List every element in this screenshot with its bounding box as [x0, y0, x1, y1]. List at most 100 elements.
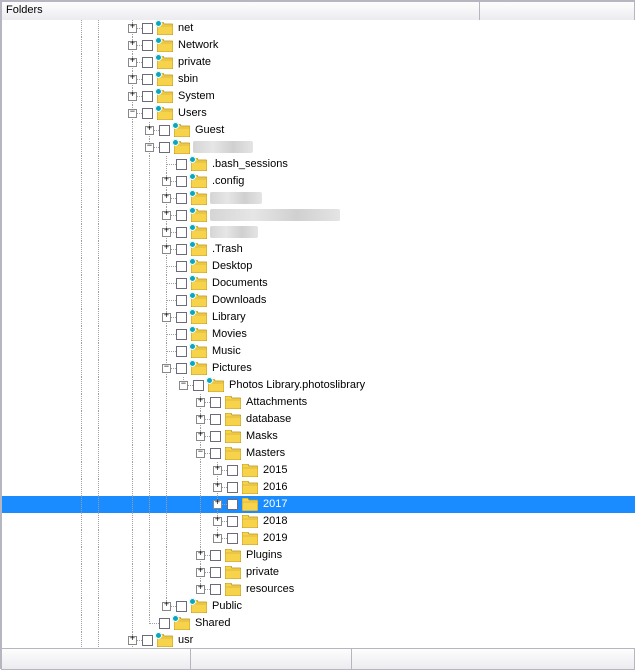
tree-checkbox[interactable] — [159, 125, 170, 136]
tree-checkbox[interactable] — [159, 142, 170, 153]
tree-row[interactable]: database — [2, 411, 635, 428]
expander-icon[interactable] — [196, 432, 205, 441]
expander-icon[interactable] — [213, 517, 222, 526]
tree-row[interactable]: net — [2, 20, 635, 37]
tree-checkbox[interactable] — [176, 176, 187, 187]
tree-row[interactable]: Library — [2, 309, 635, 326]
tree-row[interactable]: Plugins — [2, 547, 635, 564]
expander-icon[interactable] — [162, 602, 171, 611]
tree-row[interactable] — [2, 139, 635, 156]
expander-icon[interactable] — [196, 585, 205, 594]
tree-row[interactable] — [2, 224, 635, 241]
tree-checkbox[interactable] — [227, 499, 238, 510]
tree-row[interactable]: private — [2, 54, 635, 71]
expander-icon[interactable] — [196, 449, 205, 458]
tree-checkbox[interactable] — [142, 74, 153, 85]
tree-checkbox[interactable] — [210, 414, 221, 425]
tree-row[interactable]: 2016 — [2, 479, 635, 496]
tree-row[interactable]: usr — [2, 632, 635, 649]
tree-checkbox[interactable] — [176, 363, 187, 374]
expander-icon[interactable] — [128, 636, 137, 645]
tree-row[interactable]: 2015 — [2, 462, 635, 479]
tree-checkbox[interactable] — [210, 567, 221, 578]
tree-row[interactable]: .Trash — [2, 241, 635, 258]
tree-checkbox[interactable] — [176, 278, 187, 289]
tree-row[interactable]: Shared — [2, 615, 635, 632]
expander-icon[interactable] — [145, 126, 154, 135]
tree-checkbox[interactable] — [176, 244, 187, 255]
expander-icon[interactable] — [213, 483, 222, 492]
tree-checkbox[interactable] — [193, 380, 204, 391]
tree-checkbox[interactable] — [176, 227, 187, 238]
tree-checkbox[interactable] — [227, 465, 238, 476]
tree-checkbox[interactable] — [142, 108, 153, 119]
header-folders[interactable]: Folders — [2, 2, 480, 20]
tree-checkbox[interactable] — [210, 448, 221, 459]
expander-icon[interactable] — [162, 194, 171, 203]
expander-icon[interactable] — [162, 228, 171, 237]
tree-checkbox[interactable] — [176, 312, 187, 323]
tree-checkbox[interactable] — [142, 91, 153, 102]
tree-row[interactable] — [2, 190, 635, 207]
tree-row[interactable]: 2019 — [2, 530, 635, 547]
tree-checkbox[interactable] — [176, 346, 187, 357]
tree-row[interactable]: Photos Library.photoslibrary — [2, 377, 635, 394]
tree-checkbox[interactable] — [159, 618, 170, 629]
expander-icon[interactable] — [179, 381, 188, 390]
tree-checkbox[interactable] — [176, 210, 187, 221]
expander-icon[interactable] — [196, 398, 205, 407]
tree-row[interactable]: Music — [2, 343, 635, 360]
tree-row[interactable]: Guest — [2, 122, 635, 139]
expander-icon[interactable] — [128, 24, 137, 33]
tree-row[interactable]: sbin — [2, 71, 635, 88]
tree-row[interactable] — [2, 207, 635, 224]
tree-row[interactable]: private — [2, 564, 635, 581]
expander-icon[interactable] — [196, 551, 205, 560]
tree-checkbox[interactable] — [227, 482, 238, 493]
expander-icon[interactable] — [128, 92, 137, 101]
tree-checkbox[interactable] — [227, 533, 238, 544]
tree-checkbox[interactable] — [142, 40, 153, 51]
expander-icon[interactable] — [213, 500, 222, 509]
tree-row[interactable]: Users — [2, 105, 635, 122]
tree-row[interactable]: Masks — [2, 428, 635, 445]
tree-row[interactable]: .config — [2, 173, 635, 190]
expander-icon[interactable] — [196, 568, 205, 577]
folder-tree[interactable]: net Network private sbin System Users Gu… — [2, 20, 635, 649]
tree-row[interactable]: 2018 — [2, 513, 635, 530]
tree-row[interactable]: Downloads — [2, 292, 635, 309]
expander-icon[interactable] — [162, 313, 171, 322]
tree-row[interactable]: Network — [2, 37, 635, 54]
expander-icon[interactable] — [128, 75, 137, 84]
tree-checkbox[interactable] — [176, 159, 187, 170]
tree-checkbox[interactable] — [176, 261, 187, 272]
tree-row[interactable]: 2017 — [2, 496, 635, 513]
tree-row[interactable]: System — [2, 88, 635, 105]
expander-icon[interactable] — [162, 364, 171, 373]
tree-checkbox[interactable] — [142, 57, 153, 68]
tree-checkbox[interactable] — [176, 329, 187, 340]
tree-row[interactable]: Attachments — [2, 394, 635, 411]
tree-row[interactable]: Movies — [2, 326, 635, 343]
expander-icon[interactable] — [128, 109, 137, 118]
tree-checkbox[interactable] — [210, 397, 221, 408]
expander-icon[interactable] — [213, 534, 222, 543]
tree-row[interactable]: .bash_sessions — [2, 156, 635, 173]
tree-checkbox[interactable] — [210, 431, 221, 442]
tree-row[interactable]: Desktop — [2, 258, 635, 275]
tree-row[interactable]: Documents — [2, 275, 635, 292]
tree-checkbox[interactable] — [176, 601, 187, 612]
expander-icon[interactable] — [213, 466, 222, 475]
tree-row[interactable]: resources — [2, 581, 635, 598]
tree-checkbox[interactable] — [210, 550, 221, 561]
tree-checkbox[interactable] — [227, 516, 238, 527]
tree-row[interactable]: Public — [2, 598, 635, 615]
expander-icon[interactable] — [162, 211, 171, 220]
expander-icon[interactable] — [128, 41, 137, 50]
tree-checkbox[interactable] — [176, 295, 187, 306]
tree-checkbox[interactable] — [176, 193, 187, 204]
expander-icon[interactable] — [162, 245, 171, 254]
tree-checkbox[interactable] — [142, 635, 153, 646]
tree-checkbox[interactable] — [210, 584, 221, 595]
expander-icon[interactable] — [162, 177, 171, 186]
